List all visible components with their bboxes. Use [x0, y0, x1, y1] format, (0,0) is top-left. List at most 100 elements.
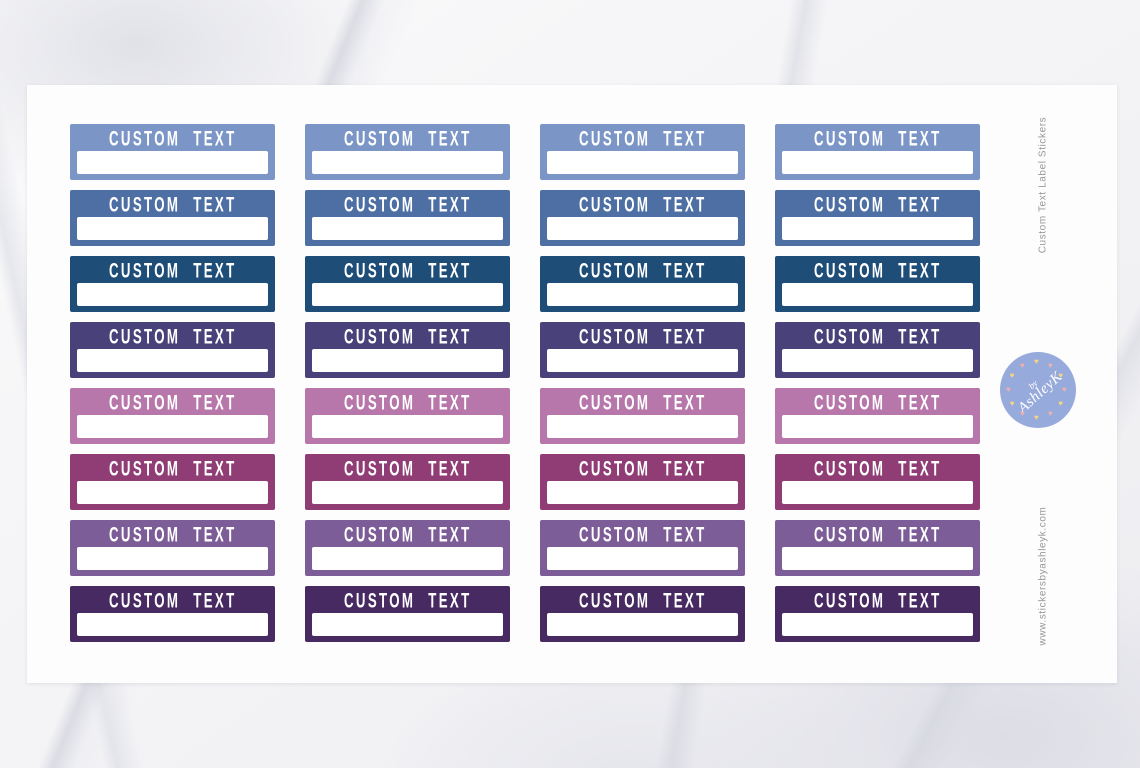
sticker-label-text: CUSTOM TEXT — [578, 390, 707, 415]
sticker-write-box — [547, 547, 738, 570]
website-url: www.stickersbyashleyk.com — [1037, 506, 1049, 646]
sticker-label-text: CUSTOM TEXT — [108, 522, 237, 547]
sticker-light-blue-col3: CUSTOM TEXT — [540, 124, 745, 180]
sticker-dark-purple-col2: CUSTOM TEXT — [305, 586, 510, 642]
sticker-write-box — [782, 217, 973, 240]
heart-icon: ♥ — [1058, 371, 1063, 380]
sticker-label-text: CUSTOM TEXT — [343, 522, 472, 547]
sticker-label-text: CUSTOM TEXT — [108, 126, 237, 151]
sticker-label-text: CUSTOM TEXT — [578, 258, 707, 283]
heart-icon: ♥ — [1058, 399, 1063, 408]
sticker-write-box — [77, 481, 268, 504]
sticker-write-box — [312, 481, 503, 504]
sticker-label-text: CUSTOM TEXT — [813, 456, 942, 481]
sticker-write-box — [547, 283, 738, 306]
sticker-label-text: CUSTOM TEXT — [108, 258, 237, 283]
sticker-label-text: CUSTOM TEXT — [343, 390, 472, 415]
sticker-write-box — [547, 151, 738, 174]
sticker-write-box — [547, 481, 738, 504]
sticker-label-text: CUSTOM TEXT — [813, 522, 942, 547]
sticker-medium-blue-col3: CUSTOM TEXT — [540, 190, 745, 246]
heart-icon: ♥ — [1020, 409, 1025, 419]
sticker-label-text: CUSTOM TEXT — [108, 324, 237, 349]
sticker-label-text: CUSTOM TEXT — [108, 588, 237, 613]
sticker-write-box — [77, 349, 268, 372]
product-title: Custom Text Label Stickers — [1037, 116, 1049, 254]
sticker-indigo-col3: CUSTOM TEXT — [540, 322, 745, 378]
sticker-dark-purple-col4: CUSTOM TEXT — [775, 586, 980, 642]
sticker-label-text: CUSTOM TEXT — [578, 324, 707, 349]
sticker-label-text: CUSTOM TEXT — [578, 192, 707, 217]
sticker-sheet: CUSTOM TEXT CUSTOM TEXT CUSTOM TEXT CUSTOM … — [27, 85, 1117, 683]
sticker-orchid-pink-col2: CUSTOM TEXT — [305, 388, 510, 444]
sticker-light-blue-col4: CUSTOM TEXT — [775, 124, 980, 180]
sticker-plum-col4: CUSTOM TEXT — [775, 454, 980, 510]
sticker-light-blue-col1: CUSTOM TEXT — [70, 124, 275, 180]
sticker-dark-purple-col3: CUSTOM TEXT — [540, 586, 745, 642]
sticker-navy-blue-col2: CUSTOM TEXT — [305, 256, 510, 312]
heart-icon: ♥ — [1006, 385, 1011, 394]
sticker-write-box — [547, 613, 738, 636]
heart-icon: ♥ — [1020, 360, 1025, 370]
sticker-label-text: CUSTOM TEXT — [108, 192, 237, 217]
sticker-purple-col3: CUSTOM TEXT — [540, 520, 745, 576]
sticker-indigo-col2: CUSTOM TEXT — [305, 322, 510, 378]
sticker-write-box — [77, 217, 268, 240]
sticker-navy-blue-col3: CUSTOM TEXT — [540, 256, 745, 312]
sticker-write-box — [782, 547, 973, 570]
sticker-plum-col1: CUSTOM TEXT — [70, 454, 275, 510]
sticker-write-box — [312, 547, 503, 570]
heart-icon: ♥ — [1009, 371, 1015, 380]
heart-icon: ♥ — [1034, 413, 1039, 422]
sticker-navy-blue-col1: CUSTOM TEXT — [70, 256, 275, 312]
sticker-label-text: CUSTOM TEXT — [108, 390, 237, 415]
sticker-write-box — [77, 415, 268, 438]
sticker-purple-col2: CUSTOM TEXT — [305, 520, 510, 576]
sticker-purple-col1: CUSTOM TEXT — [70, 520, 275, 576]
sticker-plum-col3: CUSTOM TEXT — [540, 454, 745, 510]
sticker-indigo-col1: CUSTOM TEXT — [70, 322, 275, 378]
sticker-orchid-pink-col4: CUSTOM TEXT — [775, 388, 980, 444]
sticker-write-box — [782, 283, 973, 306]
sticker-label-text: CUSTOM TEXT — [813, 126, 942, 151]
sticker-label-text: CUSTOM TEXT — [578, 456, 707, 481]
sticker-write-box — [77, 151, 268, 174]
sticker-dark-purple-col1: CUSTOM TEXT — [70, 586, 275, 642]
sticker-write-box — [312, 613, 503, 636]
sticker-orchid-pink-col1: CUSTOM TEXT — [70, 388, 275, 444]
sticker-label-text: CUSTOM TEXT — [343, 126, 472, 151]
sticker-orchid-pink-col3: CUSTOM TEXT — [540, 388, 745, 444]
sticker-write-box — [312, 217, 503, 240]
sticker-write-box — [782, 151, 973, 174]
sticker-write-box — [77, 547, 268, 570]
sticker-indigo-col4: CUSTOM TEXT — [775, 322, 980, 378]
sticker-grid: CUSTOM TEXT CUSTOM TEXT CUSTOM TEXT CUSTOM … — [70, 124, 980, 642]
sticker-label-text: CUSTOM TEXT — [343, 258, 472, 283]
sticker-write-box — [547, 415, 738, 438]
heart-icon: ♥ — [1034, 357, 1039, 366]
heart-icon: ♥ — [1048, 409, 1053, 419]
sticker-write-box — [312, 283, 503, 306]
sticker-light-blue-col2: CUSTOM TEXT — [305, 124, 510, 180]
sticker-label-text: CUSTOM TEXT — [578, 522, 707, 547]
sticker-write-box — [312, 151, 503, 174]
heart-icon: ♥ — [1062, 385, 1067, 394]
sticker-write-box — [77, 613, 268, 636]
sticker-write-box — [77, 283, 268, 306]
sticker-write-box — [547, 349, 738, 372]
sticker-medium-blue-col4: CUSTOM TEXT — [775, 190, 980, 246]
sticker-label-text: CUSTOM TEXT — [813, 258, 942, 283]
sticker-label-text: CUSTOM TEXT — [343, 456, 472, 481]
sticker-label-text: CUSTOM TEXT — [578, 126, 707, 151]
sticker-plum-col2: CUSTOM TEXT — [305, 454, 510, 510]
sticker-navy-blue-col4: CUSTOM TEXT — [775, 256, 980, 312]
heart-icon: ♥ — [1048, 360, 1053, 370]
heart-icon: ♥ — [1009, 399, 1015, 408]
sticker-label-text: CUSTOM TEXT — [813, 588, 942, 613]
sticker-label-text: CUSTOM TEXT — [343, 192, 472, 217]
sticker-write-box — [782, 349, 973, 372]
sticker-label-text: CUSTOM TEXT — [578, 588, 707, 613]
sticker-label-text: CUSTOM TEXT — [813, 390, 942, 415]
sticker-write-box — [782, 613, 973, 636]
